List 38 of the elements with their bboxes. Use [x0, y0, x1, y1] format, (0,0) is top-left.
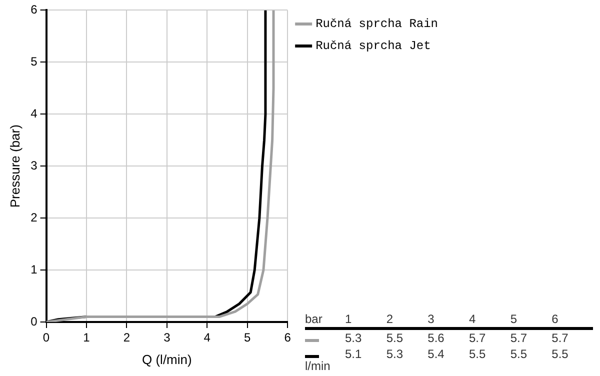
legend-label: Ručná sprcha Rain — [316, 17, 438, 32]
text: 5.1 — [345, 347, 363, 361]
legend-label: Ručná sprcha Jet — [316, 39, 431, 54]
y-axis-title: Pressure (bar) — [7, 124, 22, 208]
y-tick-label: 0 — [30, 314, 38, 328]
x-tick-label: 6 — [284, 330, 292, 345]
text: 5.5 — [468, 347, 487, 361]
text: 5 — [510, 312, 518, 326]
text: bar — [305, 312, 324, 326]
text: l/min — [305, 359, 330, 373]
text: 6 — [552, 312, 560, 326]
text: 5.3 — [386, 347, 404, 361]
text: 3 — [428, 312, 436, 326]
text: 2 — [386, 312, 394, 326]
text: 5.7 — [510, 331, 528, 345]
text: 4 — [468, 312, 477, 326]
x-tick-label: 2 — [123, 330, 130, 345]
text: 5.3 — [345, 331, 363, 345]
x-tick-label: 0 — [42, 330, 50, 345]
y-tick-label: 2 — [30, 210, 38, 224]
text: 5.5 — [386, 331, 404, 345]
y-tick-label: 3 — [30, 158, 38, 172]
text: 5.6 — [428, 331, 446, 345]
x-axis-title: Q (l/min) — [142, 352, 192, 367]
text: 5.5 — [552, 347, 570, 361]
y-tick-label: 5 — [30, 54, 38, 68]
y-tick-label: 1 — [30, 262, 38, 276]
x-tick-label: 4 — [204, 330, 211, 345]
x-tick-label: 5 — [244, 330, 252, 345]
y-tick-label: 4 — [30, 106, 38, 120]
text: 5.4 — [428, 347, 446, 361]
text: 5.7 — [468, 331, 487, 345]
text: 5.5 — [510, 347, 528, 361]
y-tick-label: 6 — [30, 2, 38, 17]
x-tick-label: 3 — [164, 330, 171, 345]
text: 1 — [345, 312, 353, 326]
x-tick-label: 1 — [83, 330, 90, 345]
text: 5.7 — [552, 331, 570, 345]
